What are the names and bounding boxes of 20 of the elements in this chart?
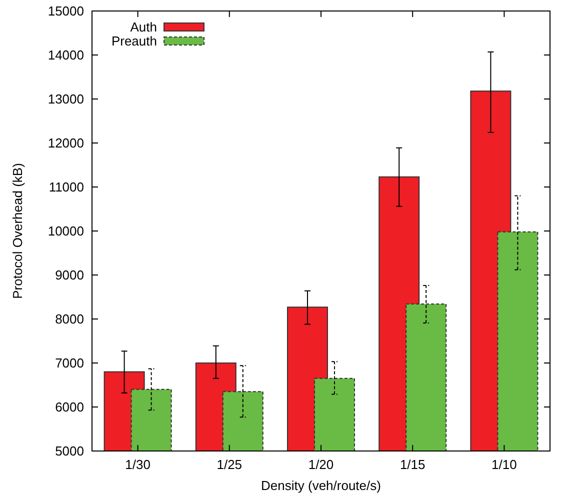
y-tick-label: 12000 xyxy=(48,136,84,151)
legend-label: Auth xyxy=(130,20,157,35)
y-tick-label: 8000 xyxy=(55,312,84,327)
legend-label: Preauth xyxy=(111,34,157,49)
x-tick-label: 1/10 xyxy=(492,457,517,472)
x-tick-label: 1/20 xyxy=(308,457,334,472)
y-tick-label: 6000 xyxy=(55,400,84,415)
y-tick-label: 10000 xyxy=(48,224,84,239)
y-axis-title: Protocol Overhead (kB) xyxy=(10,163,25,299)
y-tick-label: 11000 xyxy=(48,180,84,195)
x-tick-label: 1/25 xyxy=(216,457,242,472)
y-tick-label: 15000 xyxy=(48,4,84,19)
x-tick-label: 1/30 xyxy=(125,457,150,472)
x-tick-label: 1/15 xyxy=(400,457,426,472)
y-tick-label: 9000 xyxy=(55,268,84,283)
y-tick-label: 14000 xyxy=(48,48,84,63)
x-axis-title: Density (veh/route/s) xyxy=(261,478,381,493)
y-tick-label: 5000 xyxy=(55,444,84,459)
y-tick-label: 13000 xyxy=(48,92,84,107)
y-tick-label: 7000 xyxy=(55,356,84,371)
